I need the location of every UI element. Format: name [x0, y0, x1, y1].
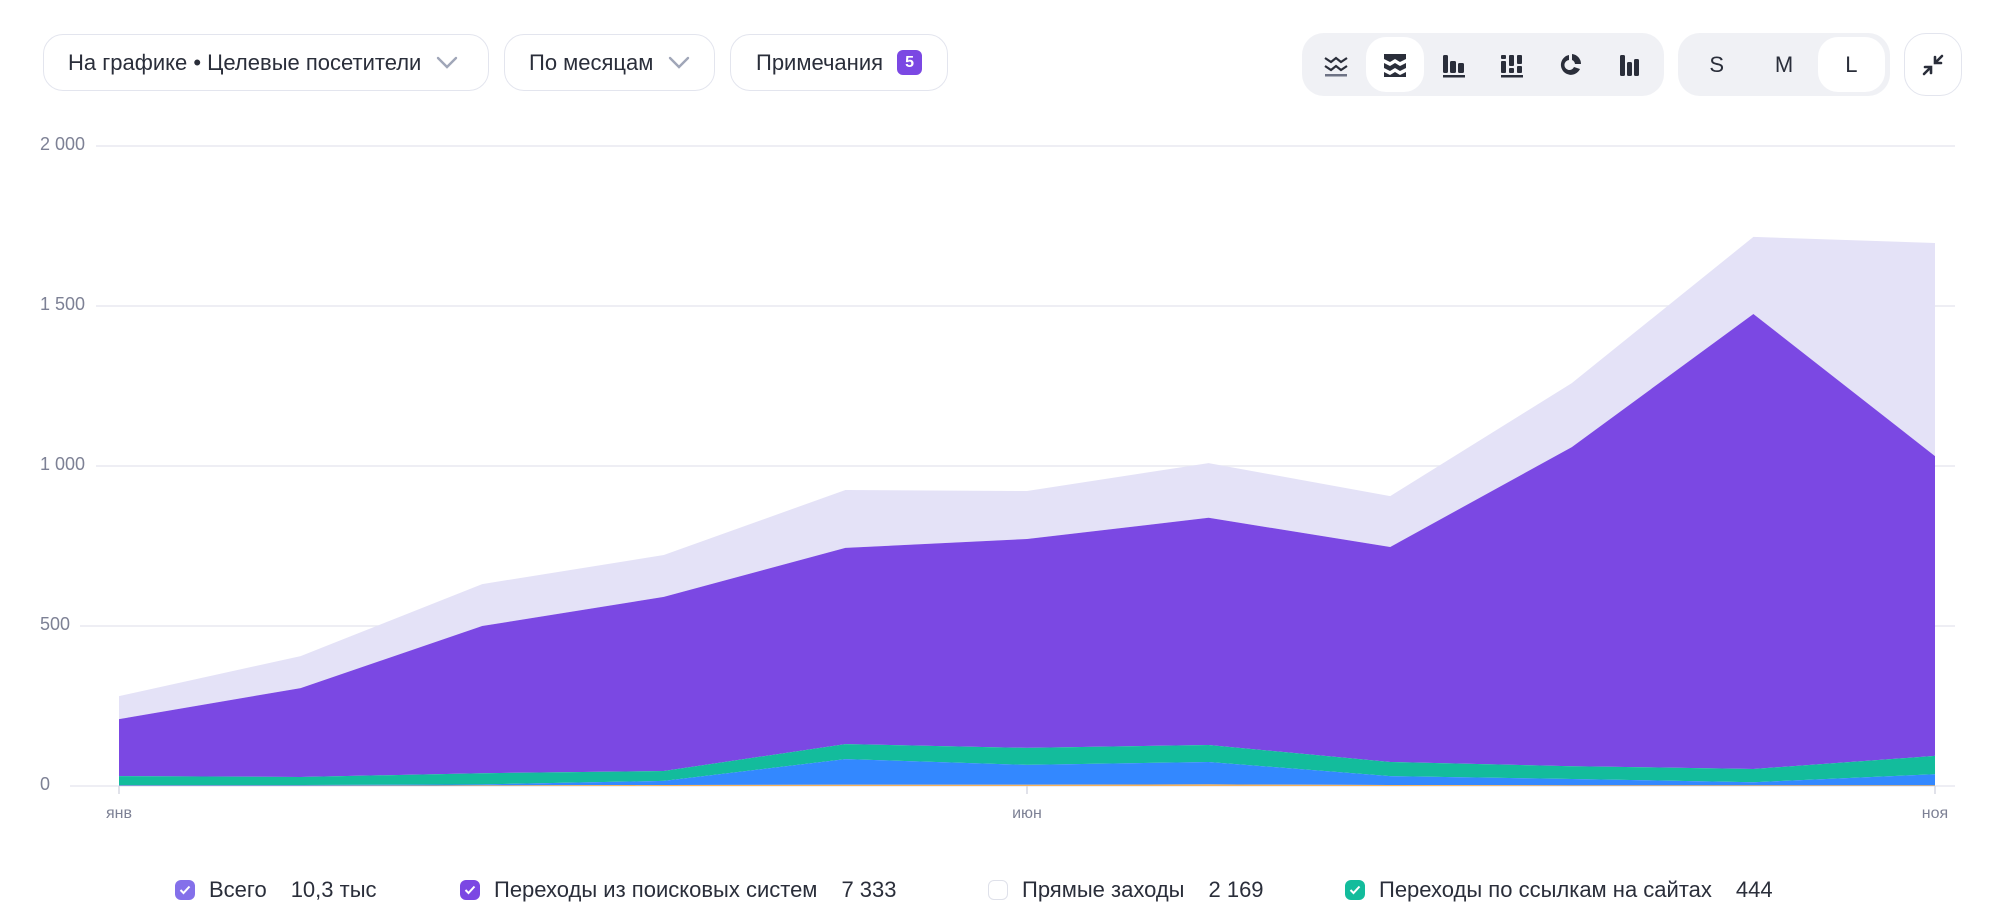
legend-label: Переходы из поисковых систем [494, 877, 818, 902]
chart-size-switcher: S M L [1678, 33, 1890, 96]
period-dropdown-label: По месяцам [529, 49, 654, 75]
checkbox-checked-icon [175, 880, 195, 900]
collapse-icon [1922, 54, 1944, 75]
chart-type-stacked-area[interactable] [1365, 37, 1425, 92]
stacked-column-icon [1501, 54, 1524, 77]
line-chart-icon [1324, 56, 1348, 76]
chart-type-stacked-column[interactable] [1483, 37, 1542, 92]
area-blue [119, 759, 1935, 786]
checkbox-checked-icon [1345, 880, 1365, 900]
legend-value: 2 169 [1208, 877, 1264, 902]
notes-label: Примечания [756, 49, 884, 75]
notes-count-badge: 5 [897, 50, 923, 75]
legend-item-direct[interactable]: Прямые заходы 2 169 [988, 872, 1264, 908]
chart-type-switcher [1302, 33, 1664, 96]
legend-value: 7 333 [841, 877, 897, 902]
area-total [119, 236, 1935, 720]
y-tick-label: 0 [40, 774, 51, 794]
chart-type-bar[interactable] [1600, 37, 1659, 92]
y-tick-label: 2 000 [40, 134, 86, 154]
size-s-button[interactable]: S [1709, 51, 1724, 77]
chart-type-column[interactable] [1424, 37, 1483, 92]
metric-dropdown-label: На графике • Целевые посетители [68, 49, 422, 75]
period-dropdown[interactable]: По месяцам [504, 34, 715, 91]
collapse-button[interactable] [1904, 33, 1962, 96]
x-tick-label: июн [1012, 805, 1042, 822]
notes-button[interactable]: Примечания 5 [730, 34, 948, 91]
x-tick-label: янв [106, 805, 132, 822]
y-tick-label: 500 [40, 614, 71, 634]
chevron-down-icon [435, 51, 459, 75]
bar-chart-icon [1619, 54, 1639, 76]
pie-chart-icon [1560, 53, 1582, 75]
size-l-button[interactable]: L [1817, 37, 1885, 92]
stacked-area-chart [70, 145, 1955, 794]
legend-label: Всего [209, 877, 267, 902]
legend-value: 444 [1735, 877, 1773, 902]
legend-value: 10,3 тыс [290, 877, 377, 902]
area-search [119, 314, 1935, 777]
legend-item-total[interactable]: Всего 10,3 тыс [175, 872, 377, 908]
y-tick-label: 1 000 [40, 454, 86, 474]
legend-item-search[interactable]: Переходы из поисковых систем 7 333 [460, 872, 897, 908]
area-links [119, 744, 1935, 785]
legend-label: Переходы по ссылкам на сайтах [1379, 877, 1712, 902]
stacked-area-icon [1384, 53, 1406, 77]
metric-dropdown[interactable]: На графике • Целевые посетители [43, 34, 489, 91]
column-chart-icon [1442, 54, 1465, 77]
x-tick-label: ноя [1921, 805, 1949, 822]
legend-label: Прямые заходы [1022, 877, 1185, 902]
chart-type-pie[interactable] [1542, 37, 1601, 92]
area-orange [119, 784, 1935, 786]
chart-type-line[interactable] [1307, 37, 1366, 92]
size-m-button[interactable]: M [1774, 51, 1794, 77]
legend-item-links[interactable]: Переходы по ссылкам на сайтах 444 [1345, 872, 1773, 908]
y-tick-label: 1 500 [40, 294, 86, 314]
checkbox-unchecked-icon [988, 880, 1008, 900]
chevron-down-icon [667, 51, 691, 75]
checkbox-checked-icon [460, 880, 480, 900]
